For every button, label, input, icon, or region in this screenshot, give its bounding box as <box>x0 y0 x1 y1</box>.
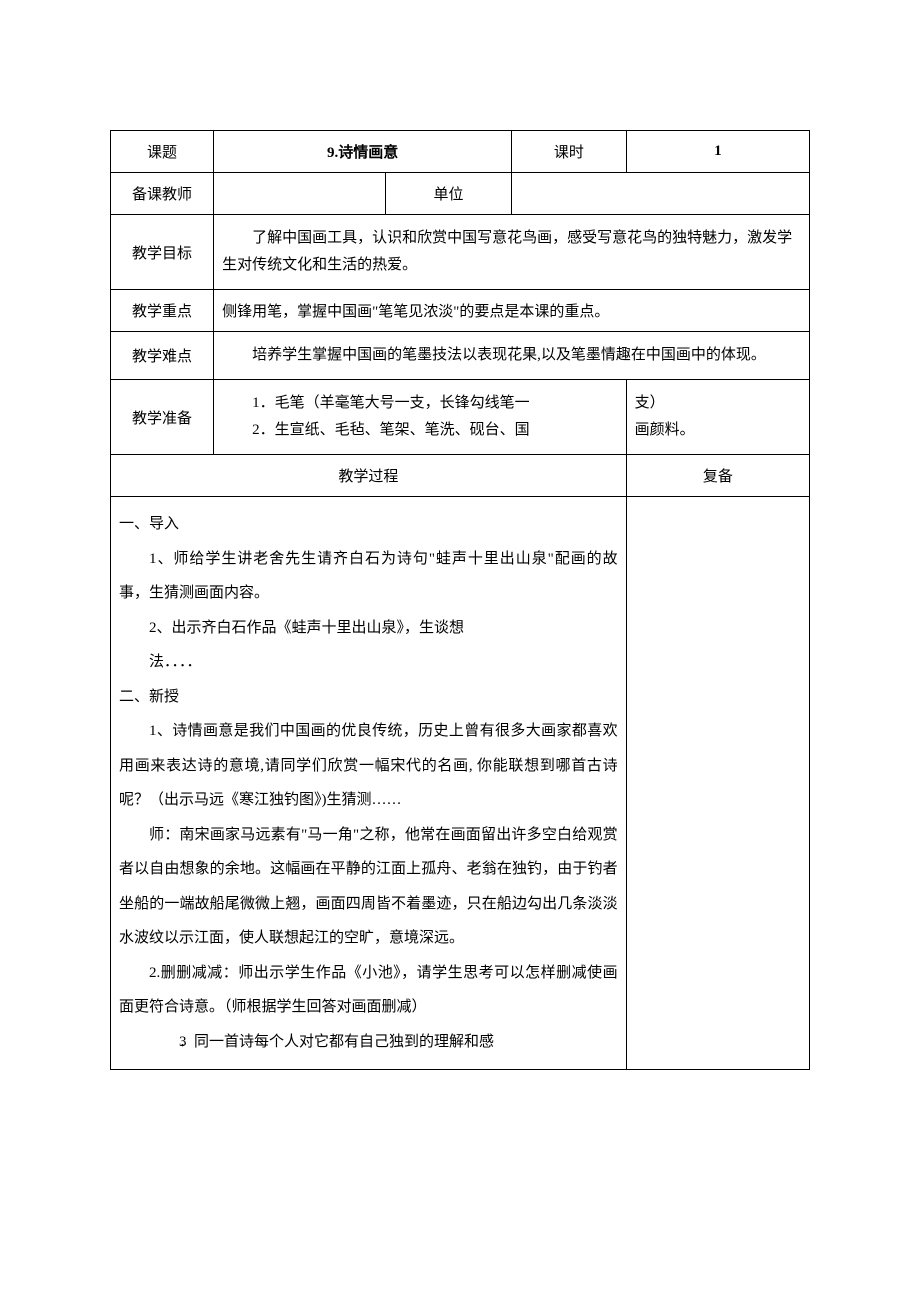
process-content: 一、导入 1、师给学生讲老舍先生请齐白石为诗句"蛙声十里出山泉"配画的故事，生猜… <box>111 497 627 1070</box>
label-fubei: 复备 <box>626 455 809 497</box>
s1-p2: 2、出示齐白石作品《蛙声十里出山泉》，生谈想 <box>119 611 618 646</box>
row-process-header: 教学过程 复备 <box>111 455 810 497</box>
prep-left: 1．毛笔（羊毫笔大号一支，长锋勾线笔一 2．生宣纸、毛毡、笔架、笔洗、砚台、国 <box>214 380 627 455</box>
section1-title: 一、导入 <box>119 507 618 542</box>
label-teacher: 备课教师 <box>111 173 214 215</box>
row-title: 课题 9.诗情画意 课时 1 <box>111 131 810 173</box>
label-preparation: 教学准备 <box>111 380 214 455</box>
lesson-title: 9.诗情画意 <box>214 131 512 173</box>
objective-content: 了解中国画工具，认识和欣赏中国写意花鸟画，感受写意花鸟的独特魅力，激发学生对传统… <box>214 215 810 290</box>
row-teacher: 备课教师 单位 <box>111 173 810 215</box>
keshi-value: 1 <box>626 131 809 173</box>
s1-p3: 法．．．． <box>119 645 618 680</box>
prep-line2: 2．生宣纸、毛毡、笔架、笔洗、砚台、国 <box>222 417 618 444</box>
s2-p3: 2.删删减减：师出示学生作品《小池》，请学生思考可以怎样删减使画面更符合诗意。（… <box>119 956 618 1025</box>
teacher-value <box>214 173 386 215</box>
difficulty-content: 培养学生掌握中国画的笔墨技法以表现花果,以及笔墨情趣在中国画中的体现。 <box>214 332 810 380</box>
prep-right1: 支） <box>635 390 801 417</box>
label-keshi: 课时 <box>512 131 627 173</box>
prep-right: 支） 画颜料。 <box>626 380 809 455</box>
label-keypoint: 教学重点 <box>111 290 214 332</box>
label-process: 教学过程 <box>111 455 627 497</box>
prep-right2: 画颜料。 <box>635 417 801 444</box>
label-difficulty: 教学难点 <box>111 332 214 380</box>
row-difficulty: 教学难点 培养学生掌握中国画的笔墨技法以表现花果,以及笔墨情趣在中国画中的体现。 <box>111 332 810 380</box>
s2-p4: 3．同一首诗每个人对它都有自己独到的理解和感 <box>119 1025 618 1060</box>
s2-p2: 师：南宋画家马远素有"马一角"之称，他常在画面留出许多空白给观赏者以自由想象的余… <box>119 818 618 956</box>
row-preparation: 教学准备 1．毛笔（羊毫笔大号一支，长锋勾线笔一 2．生宣纸、毛毡、笔架、笔洗、… <box>111 380 810 455</box>
row-objective: 教学目标 了解中国画工具，认识和欣赏中国写意花鸟画，感受写意花鸟的独特魅力，激发… <box>111 215 810 290</box>
row-body: 一、导入 1、师给学生讲老舍先生请齐白石为诗句"蛙声十里出山泉"配画的故事，生猜… <box>111 497 810 1070</box>
danwei-value <box>512 173 810 215</box>
keypoint-content: 侧锋用笔，掌握中国画"笔笔见浓淡"的要点是本课的重点。 <box>214 290 810 332</box>
prep-line1: 1．毛笔（羊毫笔大号一支，长锋勾线笔一 <box>222 390 618 417</box>
label-danwei: 单位 <box>386 173 512 215</box>
s2-p4-num: 3 <box>149 1025 179 1060</box>
s2-p1: 1、诗情画意是我们中国画的优良传统，历史上曾有很多大画家都喜欢用画来表达诗的意境… <box>119 714 618 818</box>
fubei-content <box>626 497 809 1070</box>
s1-p1: 1、师给学生讲老舍先生请齐白石为诗句"蛙声十里出山泉"配画的故事，生猜测画面内容… <box>119 542 618 611</box>
label-objective: 教学目标 <box>111 215 214 290</box>
lesson-plan-table: 课题 9.诗情画意 课时 1 备课教师 单位 教学目标 了解中国画工具，认识和欣… <box>110 130 810 1070</box>
row-keypoint: 教学重点 侧锋用笔，掌握中国画"笔笔见浓淡"的要点是本课的重点。 <box>111 290 810 332</box>
label-keti: 课题 <box>111 131 214 173</box>
section2-title: 二、新授 <box>119 680 618 715</box>
s2-p4-text: ．同一首诗每个人对它都有自己独到的理解和感 <box>179 1034 494 1050</box>
